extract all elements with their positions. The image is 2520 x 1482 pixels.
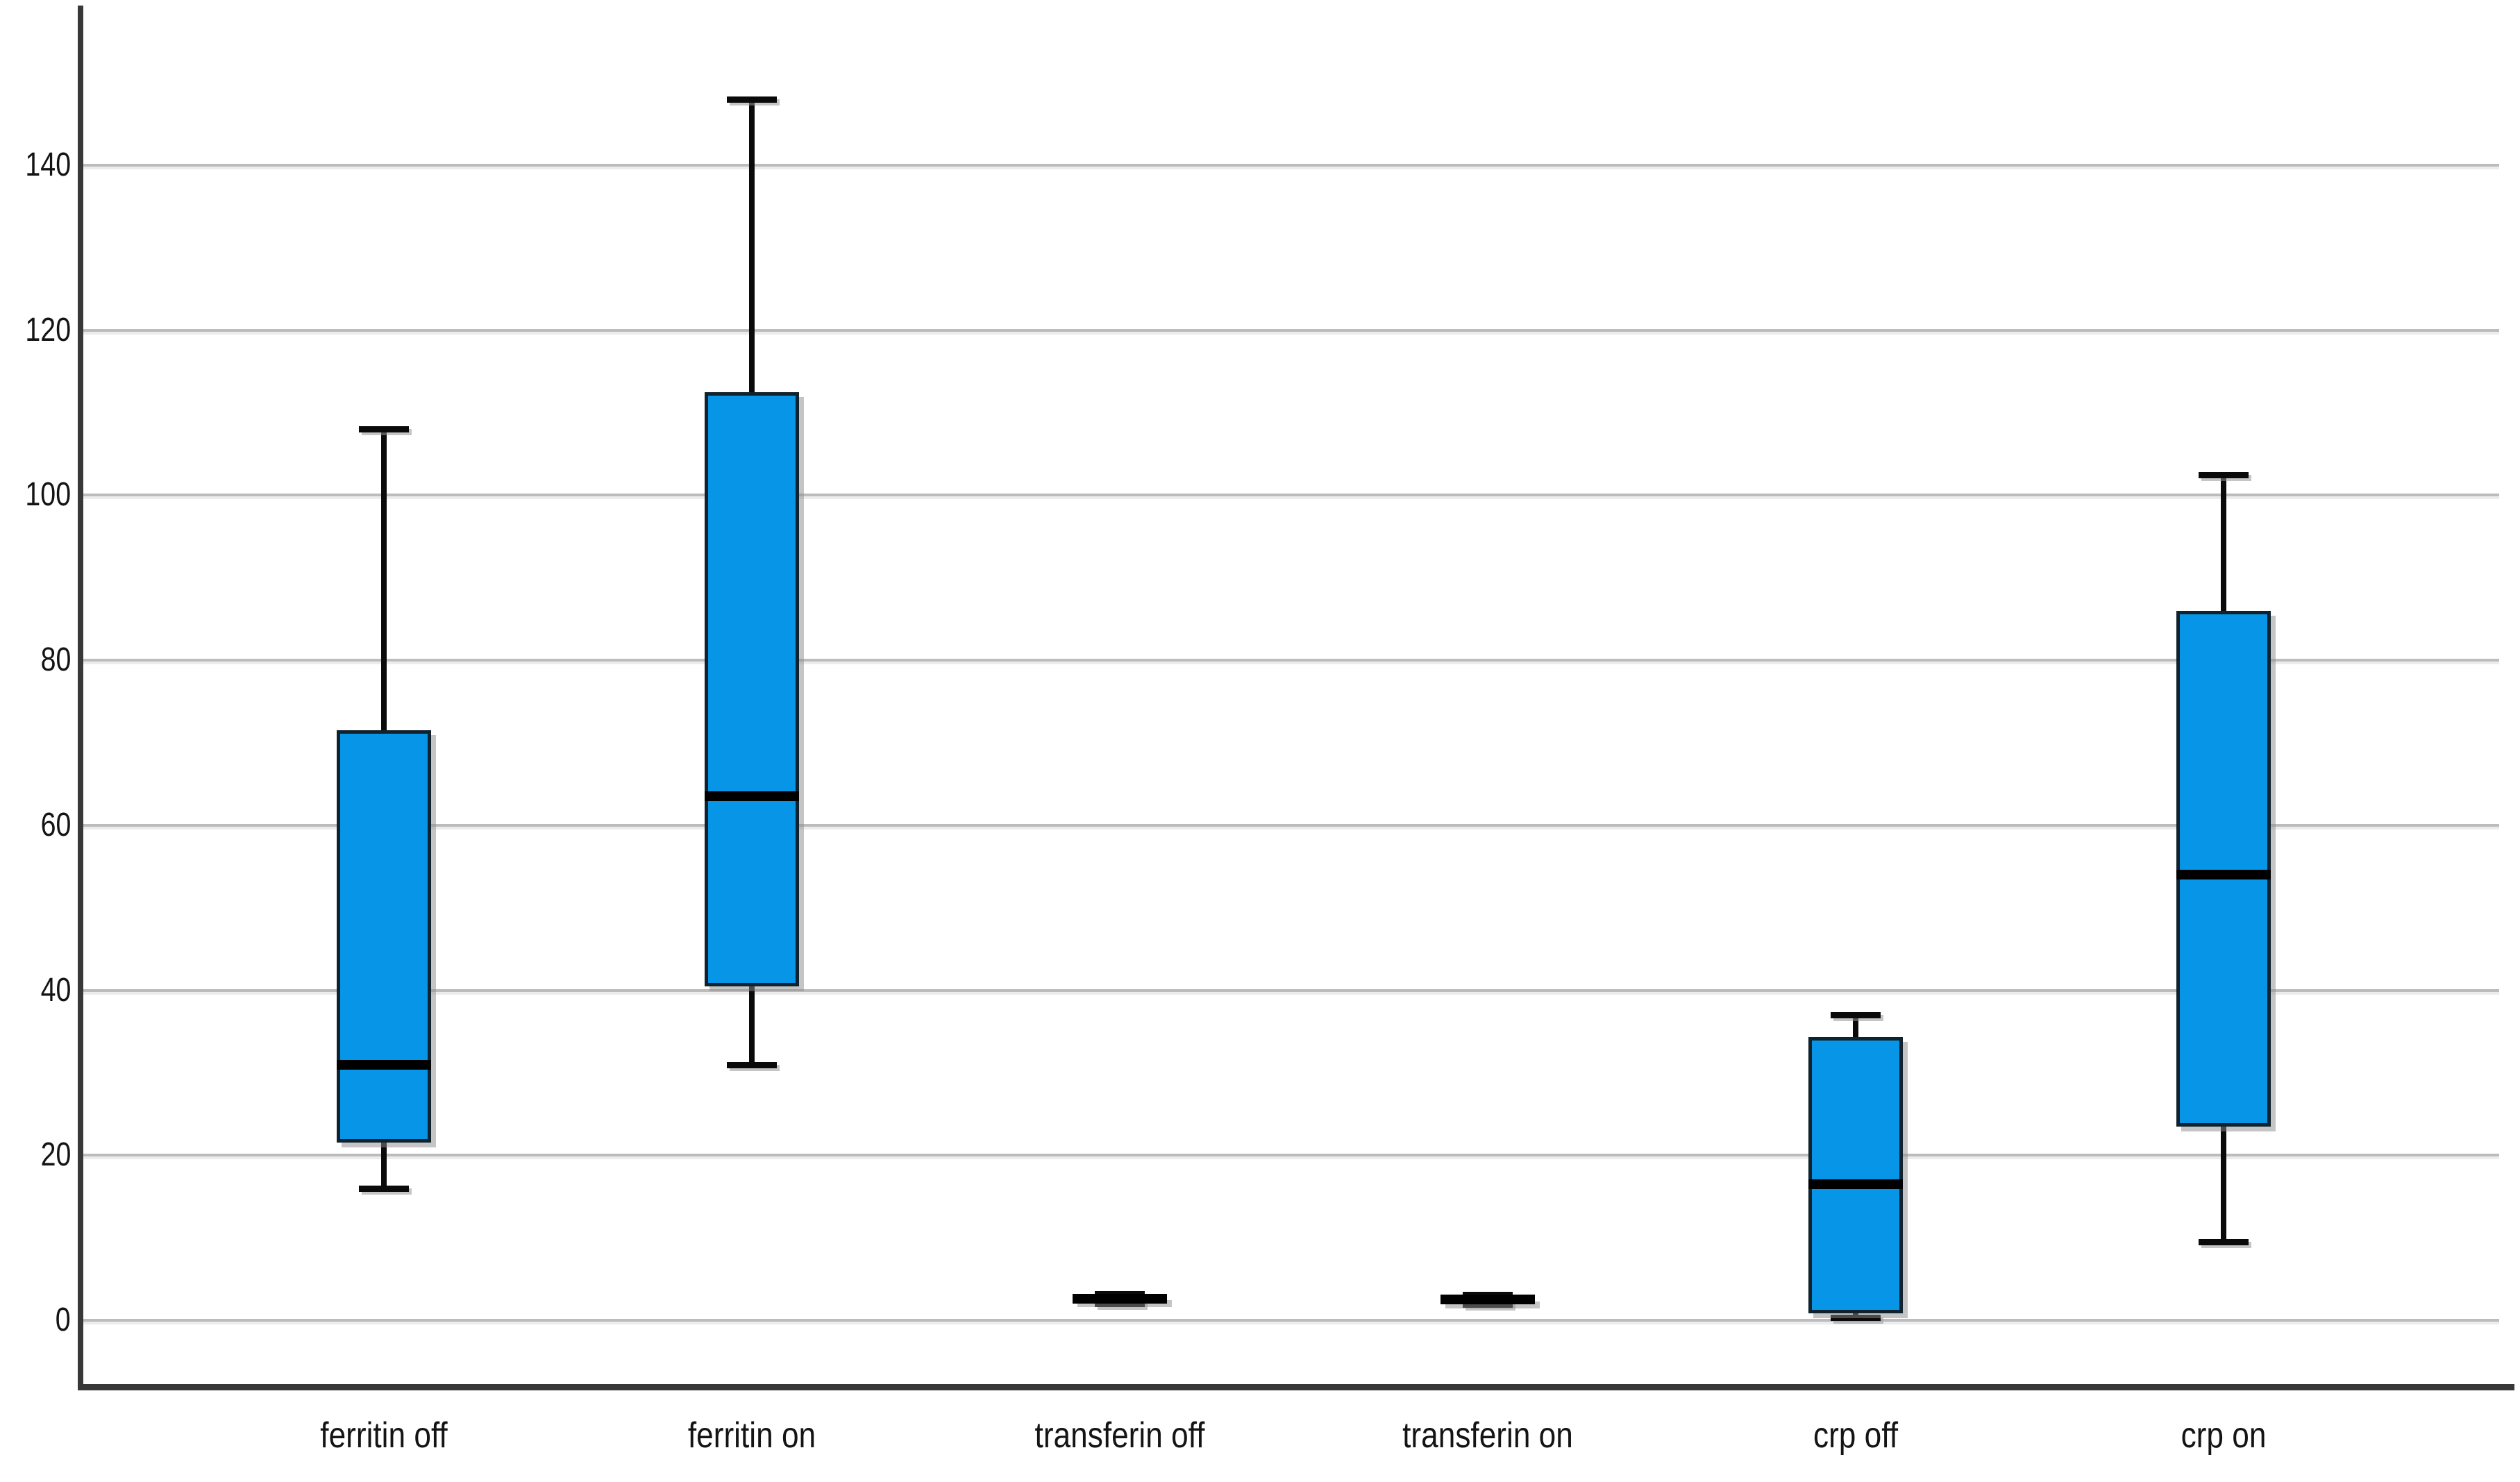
y-tick-label-60: 60	[40, 806, 71, 843]
gridline-140	[83, 163, 2499, 167]
y-tick-label-100: 100	[25, 476, 71, 514]
gridline-40	[83, 988, 2499, 992]
median-ferritin-on	[705, 791, 799, 802]
whisker-cap-top-crp-off	[1831, 1012, 1881, 1019]
whisker-cap-top-crp-on	[2199, 471, 2249, 478]
whisker-cap-bottom-ferritin-off	[359, 1185, 409, 1192]
whisker-cap-top-ferritin-off	[359, 426, 409, 433]
whisker-lower-ferritin-off	[381, 1143, 387, 1188]
whisker-cap-top-ferritin-on	[727, 96, 777, 103]
box-ferritin-off	[337, 730, 431, 1143]
whisker-upper-crp-on	[2221, 474, 2226, 611]
gridline-60	[83, 823, 2499, 827]
whisker-upper-ferritin-on	[749, 99, 755, 392]
gridline-80	[83, 659, 2499, 662]
whisker-upper-ferritin-off	[381, 429, 387, 731]
whisker-lower-crp-on	[2221, 1126, 2226, 1243]
gridline-20	[83, 1154, 2499, 1157]
median-crp-off	[1808, 1179, 1903, 1189]
whisker-lower-ferritin-on	[749, 986, 755, 1065]
gridline-0	[83, 1319, 2499, 1322]
whisker-cap-bottom-transferin-off	[1095, 1301, 1145, 1308]
whisker-upper-crp-off	[1853, 1015, 1858, 1038]
gridline-100	[83, 494, 2499, 497]
y-tick-label-120: 120	[25, 311, 71, 348]
whisker-cap-bottom-crp-on	[2199, 1239, 2249, 1246]
y-tick-label-140: 140	[25, 146, 71, 183]
box-crp-on	[2176, 610, 2271, 1127]
median-ferritin-off	[337, 1059, 431, 1070]
whisker-cap-bottom-crp-off	[1831, 1315, 1881, 1322]
x-axis-line	[78, 1384, 2514, 1390]
y-tick-label-20: 20	[40, 1136, 71, 1174]
box-ferritin-on	[705, 391, 799, 986]
median-crp-on	[2176, 870, 2271, 880]
whisker-cap-bottom-ferritin-on	[727, 1061, 777, 1068]
gridline-120	[83, 328, 2499, 332]
whisker-cap-bottom-transferin-on	[1463, 1302, 1513, 1308]
y-tick-label-0: 0	[56, 1302, 71, 1338]
box-crp-off	[1808, 1037, 1903, 1314]
y-tick-label-80: 80	[40, 641, 71, 679]
median-transferin-off	[1073, 1294, 1167, 1304]
y-axis-line	[78, 6, 83, 1390]
y-tick-label-40: 40	[40, 971, 71, 1009]
median-transferin-on	[1440, 1295, 1535, 1305]
